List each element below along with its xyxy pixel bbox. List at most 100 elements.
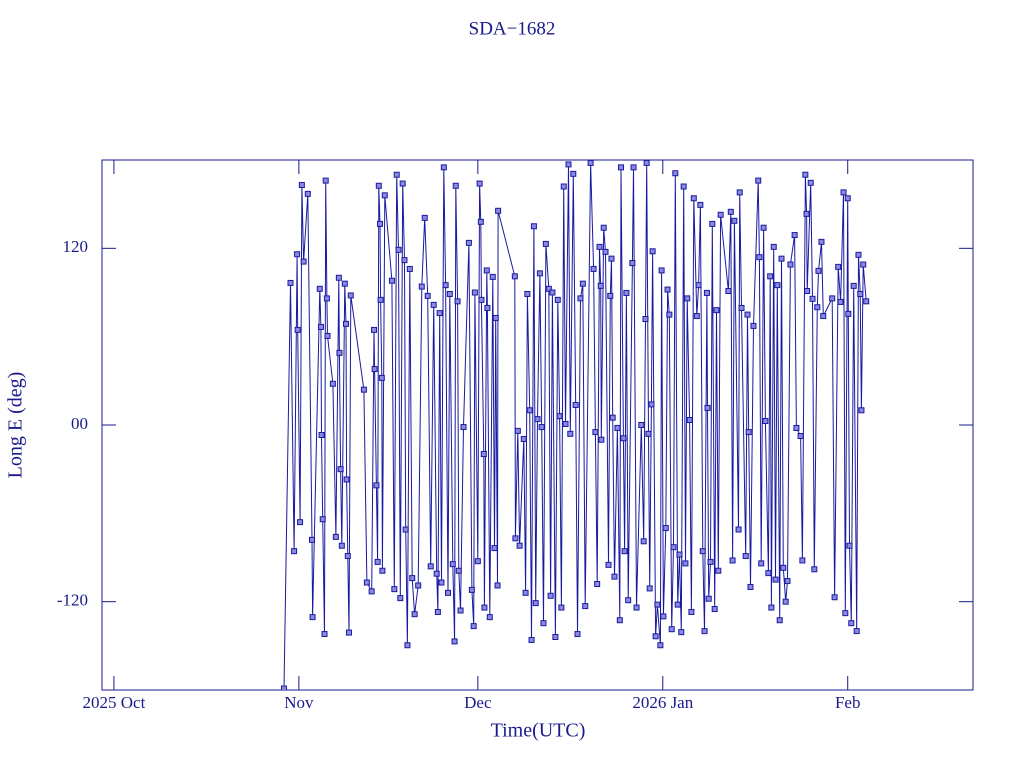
data-point — [291, 548, 298, 555]
data-point — [524, 290, 531, 297]
data-point — [401, 257, 408, 264]
data-point — [842, 610, 849, 617]
data-point — [436, 310, 443, 317]
data-point — [388, 277, 395, 284]
data-point — [831, 594, 838, 601]
data-point — [335, 274, 342, 281]
data-point — [478, 296, 485, 303]
data-point — [287, 279, 294, 286]
data-point — [336, 349, 343, 356]
data-point — [449, 561, 456, 568]
data-point — [574, 631, 581, 638]
data-point — [853, 628, 860, 635]
x-tick-label: 2025 Oct — [83, 693, 146, 712]
data-point — [304, 190, 311, 197]
data-point — [526, 407, 533, 414]
data-point — [699, 548, 706, 555]
data-point — [415, 582, 422, 589]
data-point — [418, 283, 425, 290]
data-point — [605, 561, 612, 568]
data-point — [607, 292, 614, 299]
data-point — [545, 285, 552, 292]
data-point — [596, 243, 603, 250]
data-point — [633, 604, 640, 611]
data-point — [319, 516, 326, 523]
data-point — [782, 598, 789, 605]
data-point — [820, 313, 827, 320]
data-point — [342, 320, 349, 327]
data-point — [329, 380, 336, 387]
data-point — [280, 685, 287, 690]
data-point — [317, 323, 324, 330]
data-point — [684, 295, 691, 302]
data-point — [572, 401, 579, 408]
data-point — [778, 255, 785, 262]
data-point — [440, 164, 447, 171]
data-point — [371, 326, 378, 333]
data-point — [411, 611, 418, 618]
data-point — [375, 182, 382, 189]
data-point — [787, 261, 794, 268]
data-point — [649, 248, 656, 255]
data-point — [294, 326, 301, 333]
data-point — [592, 429, 599, 436]
x-tick-label: Nov — [284, 693, 314, 712]
data-point — [480, 451, 487, 458]
data-point — [512, 535, 519, 542]
data-point — [657, 642, 664, 649]
data-point — [703, 289, 710, 296]
data-point — [731, 217, 738, 224]
data-point — [616, 617, 623, 624]
data-point — [341, 280, 348, 287]
data-point — [452, 182, 459, 189]
data-point — [300, 258, 307, 265]
data-point — [460, 424, 467, 431]
data-point — [772, 576, 779, 583]
data-point — [316, 285, 323, 292]
data-point — [598, 436, 605, 443]
data-point — [491, 545, 498, 552]
data-point — [829, 295, 836, 302]
data-point — [642, 316, 649, 322]
data-point — [489, 273, 496, 280]
y-tick-label: -120 — [57, 591, 88, 610]
data-point — [321, 631, 328, 638]
data-point — [445, 589, 452, 596]
data-point — [863, 298, 870, 305]
data-point — [530, 223, 537, 230]
data-point — [707, 558, 714, 565]
data-point — [344, 553, 351, 560]
data-point — [835, 263, 842, 270]
data-point — [406, 265, 413, 272]
data-point — [756, 254, 763, 261]
data-point — [597, 282, 604, 289]
data-point — [377, 220, 384, 227]
data-point — [363, 579, 370, 586]
data-point — [495, 207, 502, 214]
data-point — [711, 606, 718, 613]
data-point — [377, 296, 384, 303]
data-point — [736, 189, 743, 196]
data-point — [745, 429, 752, 436]
chart-title: SDA−1682 — [469, 18, 556, 39]
data-point — [688, 608, 695, 615]
data-point — [860, 261, 867, 268]
data-point — [729, 557, 736, 564]
data-point — [735, 526, 742, 533]
data-point — [738, 304, 745, 311]
data-point — [804, 288, 811, 295]
data-point — [381, 192, 388, 199]
x-tick-label: Dec — [464, 693, 492, 712]
data-point — [481, 604, 488, 611]
data-point — [484, 304, 491, 311]
data-point — [565, 161, 572, 168]
data-point — [371, 366, 378, 373]
data-point — [337, 466, 344, 473]
data-point — [630, 164, 637, 171]
data-point — [658, 267, 665, 274]
data-point — [427, 563, 434, 570]
data-point — [446, 290, 453, 297]
data-point — [837, 298, 844, 305]
data-point — [670, 544, 677, 551]
